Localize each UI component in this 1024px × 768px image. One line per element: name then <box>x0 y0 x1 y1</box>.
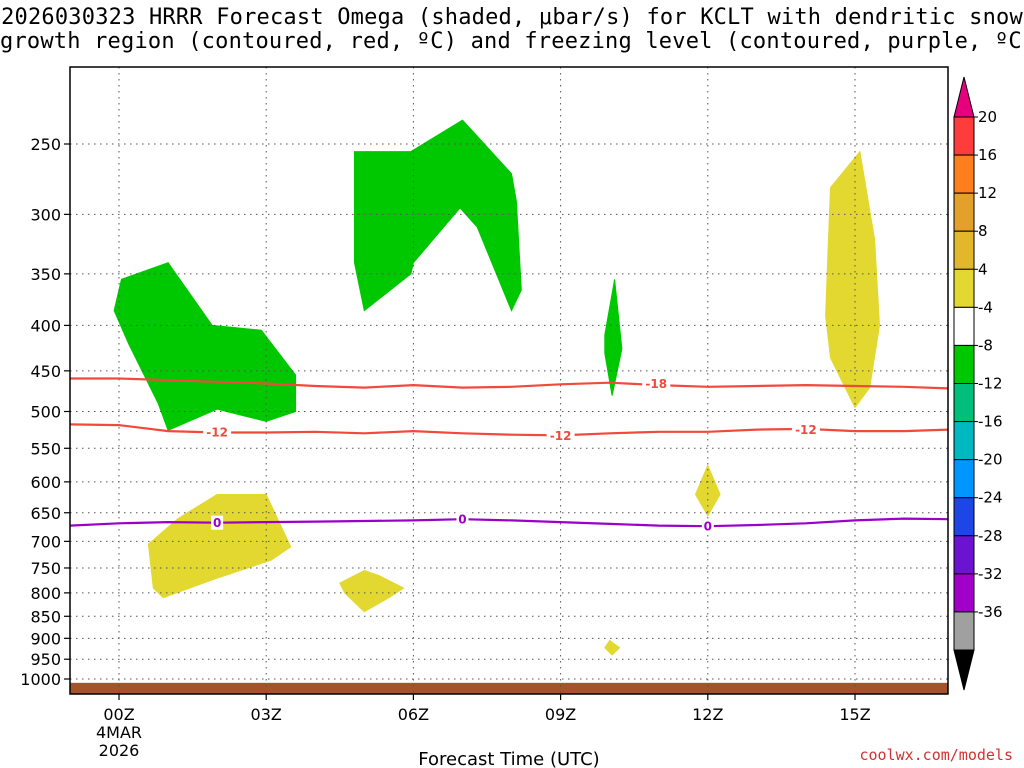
omega-region-5 <box>147 494 292 599</box>
colorbar-segment <box>953 383 975 423</box>
colorbar-label: -28 <box>978 527 1003 545</box>
x-tick-label: 09Z <box>545 705 576 724</box>
colorbar-label: -24 <box>978 489 1003 507</box>
dendritic-contour--18-label: -18 <box>645 377 667 391</box>
colorbar-label: 12 <box>978 184 997 202</box>
omega-region-7 <box>694 464 721 517</box>
colorbar-segment <box>953 154 975 194</box>
dendritic-contour--12-label: -12 <box>795 423 817 437</box>
y-tick-label: 800 <box>30 584 61 603</box>
dendritic-contour--18-label-bg <box>642 376 671 391</box>
colorbar-segment <box>953 421 975 461</box>
temperature-contours: -18 -12 -12 -12 0 0 0 <box>70 376 948 534</box>
y-tick-label: 950 <box>30 650 61 669</box>
omega-region-4 <box>825 150 881 409</box>
omega-region-2 <box>354 119 522 312</box>
dendritic-contour--12-label-bg <box>546 428 575 443</box>
x-tick-label: 03Z <box>251 705 282 724</box>
colorbar-segment <box>953 116 975 156</box>
colorbar-segment <box>953 497 975 537</box>
omega-shading <box>113 119 881 656</box>
dendritic-contour--18-line <box>70 377 948 390</box>
colorbar-label: 4 <box>978 260 988 278</box>
colorbar-label: 20 <box>978 108 997 126</box>
x-tick-sublabel: 2026 <box>99 741 140 760</box>
y-tick-label: 600 <box>30 473 61 492</box>
y-tick-label: 300 <box>30 205 61 224</box>
x-tick-sublabel: 4MAR <box>96 723 142 742</box>
colorbar-label: -8 <box>978 336 993 354</box>
x-tick-label: 00Z <box>103 705 134 724</box>
colorbar-label: -16 <box>978 413 1003 431</box>
ground-layer <box>70 682 948 694</box>
colorbar-segment <box>953 230 975 270</box>
omega-region-3 <box>604 279 623 396</box>
colorbar-segment <box>953 306 975 346</box>
colorbar-bottom-arrow <box>953 649 975 691</box>
y-tick-label: 650 <box>30 504 61 523</box>
freezing-contour-0-label-bg <box>211 515 224 530</box>
ground-fill <box>70 682 948 694</box>
y-tick-label: 900 <box>30 629 61 648</box>
y-tick-label: 850 <box>30 607 61 626</box>
dendritic-contour--12-label: -12 <box>550 429 572 443</box>
colorbar-label: -36 <box>978 603 1003 621</box>
x-tick-label: 15Z <box>839 705 870 724</box>
y-axis: 250 300 350 400 450 500 550 600 650 700 750 800 850 9… <box>20 135 70 689</box>
x-tick-label: 12Z <box>692 705 723 724</box>
plot-frame <box>69 66 949 695</box>
freezing-contour-0-label-bg <box>701 519 714 534</box>
freezing-contour-0-label: 0 <box>704 520 712 534</box>
chart-title-line-2: growth region (contoured, red, ºC) and f… <box>0 29 1024 54</box>
colorbar-segment <box>953 573 975 613</box>
colorbar-label: -20 <box>978 451 1003 469</box>
y-tick-label: 250 <box>30 135 61 154</box>
freezing-contour-0-label: 0 <box>458 513 466 527</box>
y-tick-label: 350 <box>30 265 61 284</box>
grid <box>70 67 948 694</box>
omega-region-1 <box>113 262 297 431</box>
y-tick-label: 700 <box>30 532 61 551</box>
omega-region-8 <box>604 639 621 656</box>
colorbar-label: 16 <box>978 146 997 164</box>
colorbar-segment <box>953 268 975 308</box>
colorbar-segment <box>953 344 975 384</box>
y-tick-label: 450 <box>30 362 61 381</box>
colorbar-label: -12 <box>978 375 1003 393</box>
watermark: coolwx.com/models <box>859 746 1013 764</box>
colorbar-label: -4 <box>978 298 993 316</box>
colorbar-segment <box>953 192 975 232</box>
omega-region-6 <box>339 569 405 613</box>
chart-title-line-1: 2026030323 HRRR Forecast Omega (shaded, … <box>1 5 1023 30</box>
dendritic-contour--12-label-bg <box>203 424 232 439</box>
colorbar-label: -32 <box>978 565 1003 583</box>
colorbar-top-arrow <box>953 76 975 118</box>
colorbar-segment <box>953 535 975 575</box>
freezing-contour-0-label-bg <box>456 512 469 527</box>
colorbar-label: 8 <box>978 222 988 240</box>
y-tick-label: 1000 <box>20 670 61 689</box>
dendritic-contour--12-label: -12 <box>206 425 228 439</box>
x-tick-label: 06Z <box>398 705 429 724</box>
dendritic-contour--12-label-bg <box>791 422 820 437</box>
x-axis-title: Forecast Time (UTC) <box>418 749 599 768</box>
colorbar-segment <box>953 611 975 651</box>
y-tick-label: 400 <box>30 316 61 335</box>
chart-title: 2026030323 HRRR Forecast Omega (shaded, … <box>0 6 1024 54</box>
colorbar-segment <box>953 459 975 499</box>
y-tick-label: 750 <box>30 559 61 578</box>
y-tick-label: 550 <box>30 439 61 458</box>
y-tick-label: 500 <box>30 403 61 422</box>
freezing-contour-0-label: 0 <box>213 516 221 530</box>
colorbar: 20 16 12 8 4 -4 -8 -12 -16 -20 -24 -28 -32 -36 <box>953 76 1003 691</box>
